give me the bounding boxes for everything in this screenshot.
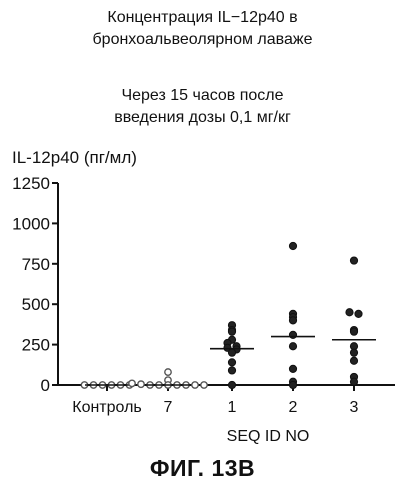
data-point [289, 317, 296, 324]
data-point [192, 382, 198, 388]
data-point [346, 309, 353, 316]
data-point [289, 331, 296, 338]
y-tick-label: 1250 [12, 174, 50, 193]
data-point [138, 381, 144, 387]
data-point [289, 242, 296, 249]
x-tick-label: 3 [350, 399, 359, 416]
figure-caption: ФИГ. 13В [0, 455, 405, 482]
x-tick-label: 2 [289, 399, 298, 416]
x-axis-label: SEQ ID NO [227, 428, 310, 445]
data-point [350, 378, 357, 385]
data-point [350, 328, 357, 335]
y-tick-label: 750 [22, 255, 50, 274]
y-tick-label: 250 [22, 336, 50, 355]
x-tick-label: Контроль [72, 399, 142, 416]
y-tick-label: 0 [41, 376, 50, 395]
data-point [289, 343, 296, 350]
data-point [201, 382, 207, 388]
data-point [289, 381, 296, 388]
data-point [228, 367, 235, 374]
y-tick-label: 500 [22, 295, 50, 314]
data-point [350, 349, 357, 356]
data-point [228, 381, 235, 388]
y-tick-label: 1000 [12, 214, 50, 233]
data-point [350, 357, 357, 364]
scatter-chart: 0 250 500 750 1000 1250 Контроль 7 1 2 3 SEQ ID NO [0, 0, 405, 455]
data-point [350, 257, 357, 264]
data-point [228, 349, 235, 356]
data-point [228, 359, 235, 366]
data-point [355, 310, 362, 317]
data-point [129, 380, 135, 386]
x-tick-label: 1 [228, 399, 237, 416]
data-point [289, 365, 296, 372]
x-tick-label: 7 [164, 399, 173, 416]
data-point [165, 369, 171, 375]
data-point [228, 328, 235, 335]
